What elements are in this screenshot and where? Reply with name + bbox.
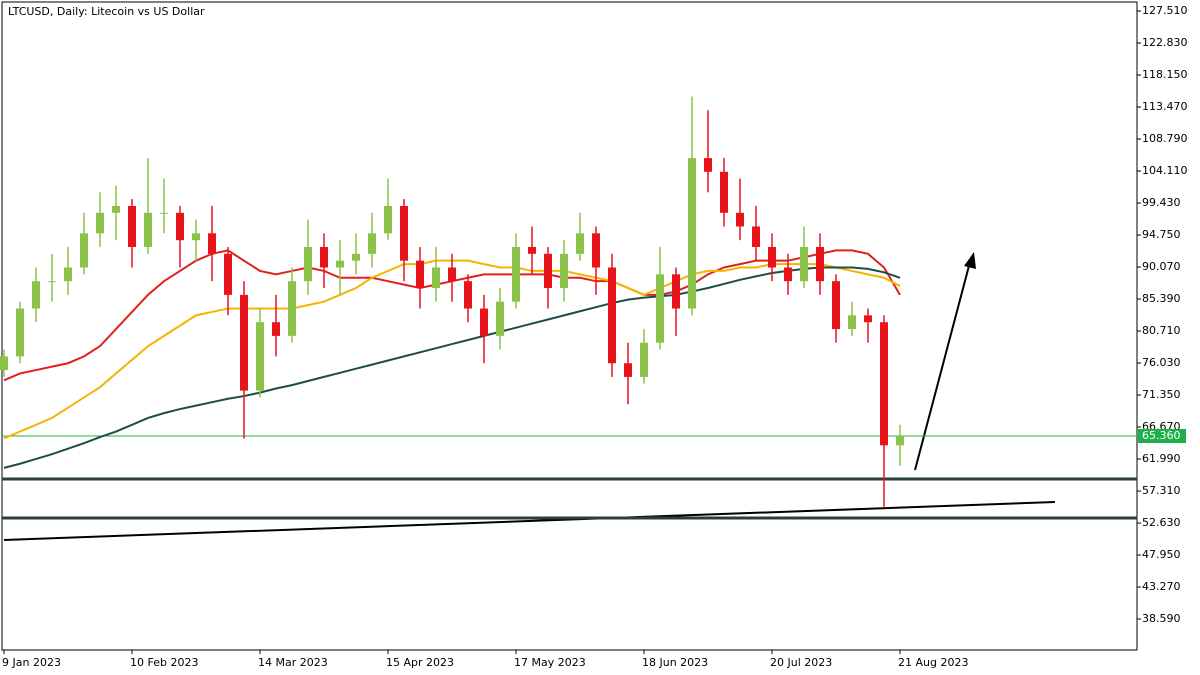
candle-body (576, 233, 584, 254)
candle-body (752, 226, 760, 247)
candle-body (256, 322, 264, 391)
y-tick-label: 94.750 (1142, 228, 1181, 241)
arrow-shaft (914, 261, 971, 471)
x-tick-label: 10 Feb 2023 (130, 656, 198, 669)
x-tick-label: 18 Jun 2023 (642, 656, 708, 669)
candle-body (864, 315, 872, 323)
x-tick-label: 15 Apr 2023 (386, 656, 454, 669)
candle-body (32, 281, 40, 309)
candle-body (320, 246, 328, 268)
candle-body (704, 158, 712, 172)
x-tick-label: 21 Aug 2023 (898, 656, 968, 669)
candle-body (656, 274, 664, 343)
y-tick-label: 80.710 (1142, 324, 1181, 337)
candle-body (16, 308, 24, 357)
candle-body (800, 246, 808, 282)
candle-body (624, 363, 632, 377)
candle-body (416, 260, 424, 289)
candle-body (112, 205, 120, 213)
y-tick-label: 71.350 (1142, 388, 1181, 401)
candle-body (432, 267, 440, 289)
x-tick-label: 9 Jan 2023 (2, 656, 61, 669)
x-tick-label: 17 May 2023 (514, 656, 586, 669)
candle-body (896, 435, 904, 446)
x-tick-label: 20 Jul 2023 (770, 656, 832, 669)
arrow-head (964, 252, 976, 269)
candle-body (128, 205, 136, 247)
y-tick-label: 57.310 (1142, 484, 1181, 497)
candle-body (592, 233, 600, 268)
candle-body (464, 281, 472, 309)
candle-body (272, 322, 280, 336)
candle-body (144, 212, 152, 247)
y-tick-label: 85.390 (1142, 292, 1181, 305)
candle-body (384, 205, 392, 234)
y-tick-label: 104.110 (1142, 164, 1188, 177)
candle-body (96, 212, 104, 234)
candle-body (880, 322, 888, 446)
y-tick-label: 108.790 (1142, 132, 1188, 145)
x-tick-label: 14 Mar 2023 (258, 656, 328, 669)
y-tick-label: 43.270 (1142, 580, 1181, 593)
candle-body (736, 212, 744, 227)
candle-body (720, 171, 728, 213)
candle-body (832, 281, 840, 330)
chart-title: LTCUSD, Daily: Litecoin vs US Dollar (8, 5, 205, 18)
candle-body (672, 274, 680, 309)
candle-body (176, 212, 184, 241)
candle-body (688, 158, 696, 309)
candle-body (224, 253, 232, 295)
candle-body (64, 267, 72, 282)
y-tick-label: 118.150 (1142, 68, 1188, 81)
trend-line (3, 501, 1056, 541)
candle-body (560, 253, 568, 289)
candle-body (240, 294, 248, 391)
candle-body (208, 233, 216, 254)
candle-body (400, 205, 408, 261)
plot-frame (1, 1, 1138, 651)
candle-body (496, 301, 504, 336)
y-tick-label: 61.990 (1142, 452, 1181, 465)
y-tick-label: 113.470 (1142, 100, 1188, 113)
candle-body (192, 233, 200, 241)
candle-body (544, 253, 552, 289)
candle-body (0, 356, 8, 371)
candle-body (80, 233, 88, 268)
y-tick-label: 76.030 (1142, 356, 1181, 369)
candle-body (352, 253, 360, 261)
candle-body (512, 246, 520, 302)
candle-body (368, 233, 376, 254)
y-tick-label: 38.590 (1142, 612, 1181, 625)
y-tick-label: 127.510 (1142, 4, 1188, 17)
candle-body (48, 281, 56, 283)
last-price-label: 65.360 (1142, 429, 1181, 442)
candle-body (160, 212, 168, 214)
candle-body (640, 342, 648, 377)
candle-body (288, 281, 296, 336)
candle-body (848, 315, 856, 330)
y-tick-label: 122.830 (1142, 36, 1188, 49)
candle-body (448, 267, 456, 282)
candle-body (816, 246, 824, 282)
candle-body (768, 246, 776, 268)
candle-body (336, 260, 344, 268)
y-tick-label: 99.430 (1142, 196, 1181, 209)
candle-body (480, 308, 488, 336)
moving-average (3, 266, 901, 469)
y-tick-label: 90.070 (1142, 260, 1181, 273)
candle-body (304, 246, 312, 282)
candle-body (784, 267, 792, 282)
y-tick-label: 52.630 (1142, 516, 1181, 529)
candle-body (608, 267, 616, 364)
candle-body (528, 246, 536, 254)
last-price-box (1138, 428, 1186, 443)
y-tick-label: 47.950 (1142, 548, 1181, 561)
